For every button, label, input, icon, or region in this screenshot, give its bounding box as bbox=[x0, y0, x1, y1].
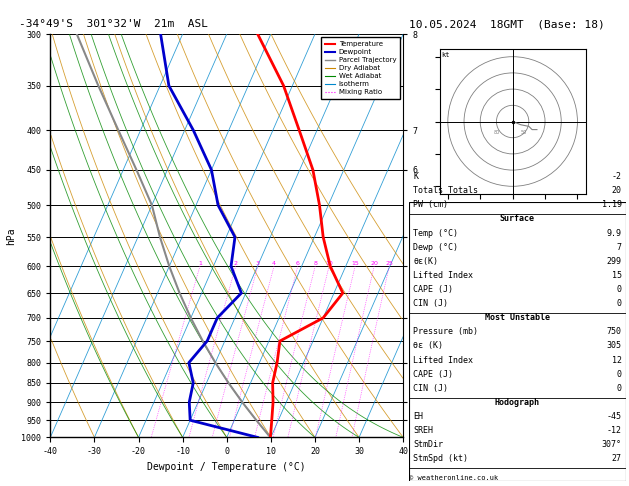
Legend: Temperature, Dewpoint, Parcel Trajectory, Dry Adiabat, Wet Adiabat, Isotherm, Mi: Temperature, Dewpoint, Parcel Trajectory… bbox=[321, 37, 399, 99]
Text: K: K bbox=[413, 172, 418, 181]
Text: CIN (J): CIN (J) bbox=[413, 384, 448, 393]
Text: Lifted Index: Lifted Index bbox=[413, 271, 473, 280]
Text: 0: 0 bbox=[616, 370, 621, 379]
Text: 1: 1 bbox=[198, 261, 202, 266]
Text: 25: 25 bbox=[386, 261, 393, 266]
Text: θε (K): θε (K) bbox=[413, 342, 443, 350]
Text: 10: 10 bbox=[325, 261, 333, 266]
Text: 0: 0 bbox=[616, 299, 621, 308]
Text: CAPE (J): CAPE (J) bbox=[413, 370, 453, 379]
Text: StmDir: StmDir bbox=[413, 440, 443, 449]
Text: θε(K): θε(K) bbox=[413, 257, 438, 266]
Text: 0: 0 bbox=[616, 384, 621, 393]
Text: 20: 20 bbox=[370, 261, 378, 266]
Text: 307°: 307° bbox=[601, 440, 621, 449]
Text: © weatheronline.co.uk: © weatheronline.co.uk bbox=[409, 475, 498, 481]
Text: Dewp (°C): Dewp (°C) bbox=[413, 243, 458, 252]
Text: Most Unstable: Most Unstable bbox=[485, 313, 550, 322]
Text: -34°49'S  301°32'W  21m  ASL: -34°49'S 301°32'W 21m ASL bbox=[19, 19, 208, 30]
Text: CAPE (J): CAPE (J) bbox=[413, 285, 453, 294]
Text: 15: 15 bbox=[351, 261, 359, 266]
X-axis label: Dewpoint / Temperature (°C): Dewpoint / Temperature (°C) bbox=[147, 462, 306, 472]
Text: 12: 12 bbox=[611, 356, 621, 364]
Text: StmSpd (kt): StmSpd (kt) bbox=[413, 454, 468, 463]
Text: 299: 299 bbox=[606, 257, 621, 266]
Text: -2: -2 bbox=[611, 172, 621, 181]
Text: Temp (°C): Temp (°C) bbox=[413, 228, 458, 238]
Text: Hodograph: Hodograph bbox=[495, 398, 540, 407]
Text: 50: 50 bbox=[521, 130, 527, 136]
Text: 4: 4 bbox=[272, 261, 276, 266]
Text: 7: 7 bbox=[616, 243, 621, 252]
Text: -45: -45 bbox=[606, 412, 621, 421]
Text: 27: 27 bbox=[611, 454, 621, 463]
Text: 6: 6 bbox=[296, 261, 299, 266]
Text: kt: kt bbox=[442, 52, 450, 58]
Text: 8: 8 bbox=[313, 261, 317, 266]
Text: 10.05.2024  18GMT  (Base: 18): 10.05.2024 18GMT (Base: 18) bbox=[409, 19, 604, 30]
Bar bbox=[409, 202, 626, 481]
Text: 9.9: 9.9 bbox=[606, 228, 621, 238]
Text: 2: 2 bbox=[233, 261, 238, 266]
Text: Surface: Surface bbox=[500, 214, 535, 224]
Text: 20: 20 bbox=[611, 186, 621, 195]
Y-axis label: km
ASL: km ASL bbox=[433, 227, 454, 244]
Text: 1.19: 1.19 bbox=[601, 200, 621, 209]
Text: Lifted Index: Lifted Index bbox=[413, 356, 473, 364]
Text: 750: 750 bbox=[606, 327, 621, 336]
Text: 80: 80 bbox=[493, 130, 499, 136]
Text: -12: -12 bbox=[606, 426, 621, 435]
Text: CIN (J): CIN (J) bbox=[413, 299, 448, 308]
Y-axis label: hPa: hPa bbox=[6, 227, 16, 244]
Text: Pressure (mb): Pressure (mb) bbox=[413, 327, 478, 336]
Text: 0: 0 bbox=[616, 285, 621, 294]
Text: 305: 305 bbox=[606, 342, 621, 350]
Text: 3: 3 bbox=[256, 261, 260, 266]
Text: EH: EH bbox=[413, 412, 423, 421]
Text: SREH: SREH bbox=[413, 426, 433, 435]
Text: Totals Totals: Totals Totals bbox=[413, 186, 478, 195]
Text: 15: 15 bbox=[611, 271, 621, 280]
Text: PW (cm): PW (cm) bbox=[413, 200, 448, 209]
